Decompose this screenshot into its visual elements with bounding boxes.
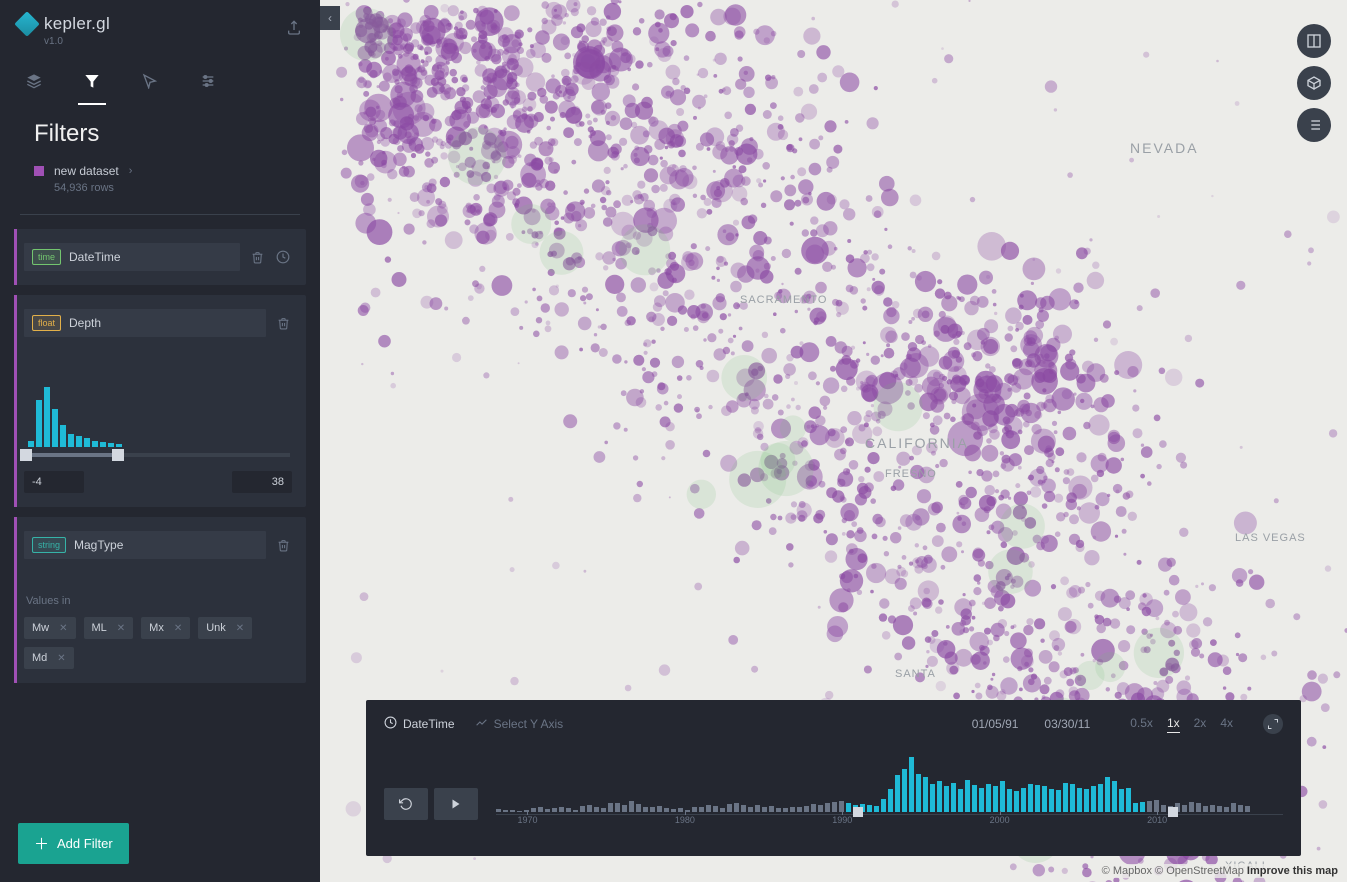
timeline-range-start: 01/05/91 bbox=[972, 717, 1019, 731]
type-tag: float bbox=[32, 315, 61, 331]
attr-improve[interactable]: Improve this map bbox=[1247, 865, 1338, 877]
timeline-tick: 1980 bbox=[675, 815, 695, 825]
app-logo[interactable]: kepler.gl bbox=[18, 14, 110, 34]
map-label: SANTA bbox=[895, 668, 936, 680]
timeline-tick: 2010 bbox=[1147, 815, 1167, 825]
map-label: CALIFORNIA bbox=[865, 435, 969, 451]
timeline-range-end: 03/30/11 bbox=[1044, 717, 1090, 731]
filter-card-magtype: string MagType Values in Mw✕ ML✕ Mx✕ Unk✕ Md✕ bbox=[14, 517, 306, 683]
split-map-button[interactable] bbox=[1297, 24, 1331, 58]
filter-chip[interactable]: Mw✕ bbox=[24, 617, 76, 639]
legend-button[interactable] bbox=[1297, 108, 1331, 142]
filter-chip[interactable]: Md✕ bbox=[24, 647, 74, 669]
filter-field-name: DateTime bbox=[69, 250, 121, 264]
timeline-handle-start[interactable] bbox=[853, 807, 863, 817]
app-version: v1.0 bbox=[44, 36, 110, 47]
timeline-field[interactable]: DateTime bbox=[384, 716, 455, 732]
logo-icon bbox=[14, 11, 39, 36]
range-min-input[interactable]: -4 bbox=[24, 471, 84, 493]
remove-chip-icon[interactable]: ✕ bbox=[59, 623, 67, 634]
timeline-panel: DateTime Select Y Axis 01/05/91 03/30/11… bbox=[366, 700, 1301, 856]
slider-handle-min[interactable] bbox=[20, 449, 32, 461]
filter-card-depth: float Depth -4 38 bbox=[14, 295, 306, 507]
timeline-tick: 2000 bbox=[990, 815, 1010, 825]
filter-card-datetime: time DateTime bbox=[14, 229, 306, 285]
range-max-input[interactable]: 38 bbox=[232, 471, 292, 493]
enlarge-filter-button[interactable] bbox=[274, 248, 292, 266]
sidebar-panel: kepler.gl v1.0 Filters new dataset › 54,… bbox=[0, 0, 320, 882]
plus-icon: ＋ bbox=[34, 833, 49, 854]
clock-icon bbox=[384, 716, 397, 732]
tab-layers[interactable] bbox=[20, 67, 48, 95]
collapse-sidebar-button[interactable]: ‹ bbox=[320, 6, 340, 30]
timeline-chart[interactable]: 1970 1980 1990 2000 2010 bbox=[496, 750, 1283, 830]
app-name: kepler.gl bbox=[44, 14, 110, 34]
range-slider[interactable] bbox=[26, 453, 290, 457]
dataset-color-icon bbox=[34, 166, 44, 176]
filter-histogram bbox=[24, 377, 292, 447]
map-label: LAS VEGAS bbox=[1235, 532, 1306, 544]
filter-chip[interactable]: Mx✕ bbox=[141, 617, 190, 639]
dataset-row-count: 54,936 rows bbox=[0, 180, 320, 208]
tab-interactions[interactable] bbox=[136, 67, 164, 95]
timeline-tick: 1970 bbox=[517, 815, 537, 825]
add-filter-button[interactable]: ＋ Add Filter bbox=[18, 823, 129, 864]
type-tag: string bbox=[32, 537, 66, 553]
timeline-handle-end[interactable] bbox=[1168, 807, 1178, 817]
tab-filters[interactable] bbox=[78, 67, 106, 95]
map-label: SACRAMENTO bbox=[740, 294, 827, 306]
timeline-speeds: 0.5x 1x 2x 4x bbox=[1130, 716, 1233, 733]
attr-osm[interactable]: © OpenStreetMap bbox=[1155, 865, 1244, 877]
slider-handle-max[interactable] bbox=[112, 449, 124, 461]
filter-field-select[interactable]: string MagType bbox=[24, 531, 266, 559]
map-label: FRESNO bbox=[885, 468, 937, 480]
timeline-yaxis-select[interactable]: Select Y Axis bbox=[475, 716, 564, 732]
share-icon[interactable] bbox=[286, 20, 302, 41]
filter-field-name: Depth bbox=[69, 316, 101, 330]
delete-filter-button[interactable] bbox=[274, 314, 292, 332]
timeline-reset-button[interactable] bbox=[384, 788, 428, 820]
speed-0.5x[interactable]: 0.5x bbox=[1130, 716, 1153, 733]
remove-chip-icon[interactable]: ✕ bbox=[236, 623, 244, 634]
timeline-play-button[interactable] bbox=[434, 788, 478, 820]
attr-mapbox[interactable]: © Mapbox bbox=[1102, 865, 1152, 877]
remove-chip-icon[interactable]: ✕ bbox=[174, 623, 182, 634]
line-chart-icon bbox=[475, 716, 488, 732]
timeline-yaxis-placeholder: Select Y Axis bbox=[494, 717, 564, 731]
map-label: NEVADA bbox=[1130, 140, 1199, 156]
timeline-expand-button[interactable] bbox=[1263, 714, 1283, 734]
type-tag: time bbox=[32, 249, 61, 265]
toggle-3d-button[interactable] bbox=[1297, 66, 1331, 100]
remove-chip-icon[interactable]: ✕ bbox=[57, 653, 65, 664]
filter-field-name: MagType bbox=[74, 538, 123, 552]
filter-chip[interactable]: ML✕ bbox=[84, 617, 134, 639]
divider bbox=[20, 214, 300, 215]
dataset-row[interactable]: new dataset › bbox=[0, 160, 320, 180]
panel-title: Filters bbox=[0, 96, 320, 160]
delete-filter-button[interactable] bbox=[274, 536, 292, 554]
tab-basemap[interactable] bbox=[194, 67, 222, 95]
timeline-field-label: DateTime bbox=[403, 717, 455, 731]
delete-filter-button[interactable] bbox=[248, 248, 266, 266]
timeline-tick: 1990 bbox=[832, 815, 852, 825]
chip-row: Mw✕ ML✕ Mx✕ Unk✕ Md✕ bbox=[24, 617, 292, 669]
filter-chip[interactable]: Unk✕ bbox=[198, 617, 252, 639]
filter-field-select[interactable]: float Depth bbox=[24, 309, 266, 337]
tool-tabs bbox=[0, 53, 320, 96]
values-in-label: Values in bbox=[26, 595, 292, 607]
filter-field-select[interactable]: time DateTime bbox=[24, 243, 240, 271]
remove-chip-icon[interactable]: ✕ bbox=[117, 623, 125, 634]
speed-4x[interactable]: 4x bbox=[1220, 716, 1233, 733]
map-attribution: © Mapbox © OpenStreetMap Improve this ma… bbox=[1099, 864, 1341, 878]
dataset-name: new dataset bbox=[54, 164, 119, 178]
add-filter-label: Add Filter bbox=[57, 836, 113, 851]
timeline-range: 01/05/91 03/30/11 bbox=[972, 717, 1091, 731]
speed-1x[interactable]: 1x bbox=[1167, 716, 1180, 733]
speed-2x[interactable]: 2x bbox=[1194, 716, 1207, 733]
chevron-right-icon: › bbox=[129, 165, 133, 177]
filters-list: time DateTime float Depth -4 38 string MagType V… bbox=[0, 229, 320, 807]
